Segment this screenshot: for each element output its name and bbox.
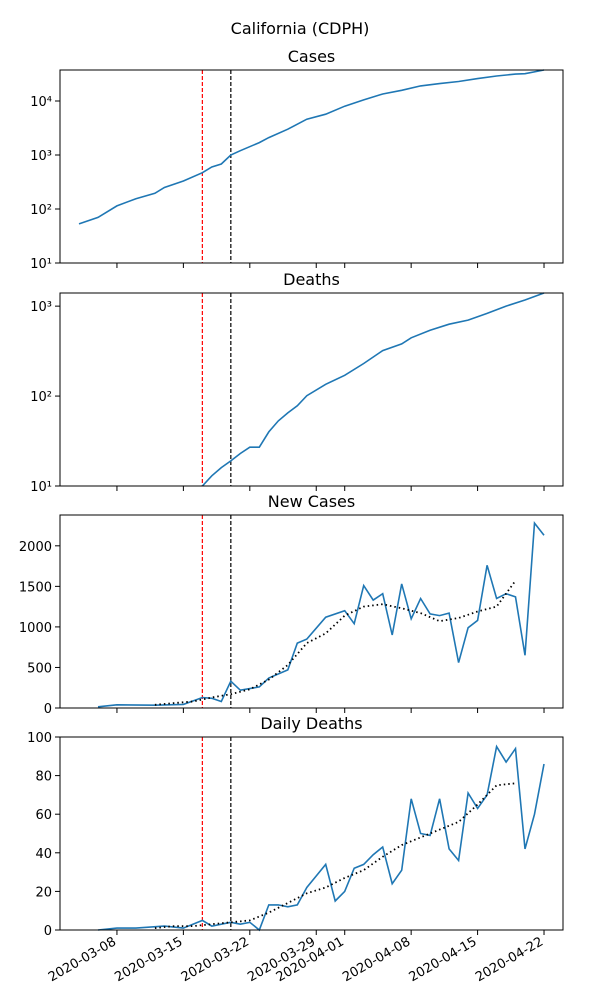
data-line bbox=[201, 292, 545, 487]
axes-frame bbox=[59, 736, 564, 931]
y-tick-label: 100 bbox=[27, 731, 52, 746]
y-tick-label: 0 bbox=[44, 702, 52, 717]
y-tick-label: 1000 bbox=[19, 621, 52, 636]
axes-frame bbox=[59, 292, 564, 487]
x-tick-label: 2020-04-15 bbox=[407, 934, 480, 985]
x-tick-label: 2020-04-08 bbox=[340, 934, 413, 985]
y-tick-label: 1500 bbox=[19, 580, 52, 595]
axes-frame bbox=[59, 514, 564, 709]
y-tick-label: 20 bbox=[35, 885, 52, 900]
y-tick-label: 10⁴ bbox=[30, 95, 52, 110]
axes-title: New Cases bbox=[268, 492, 355, 511]
data-line bbox=[97, 744, 545, 932]
y-tick-label: 500 bbox=[27, 661, 52, 676]
axes-title: Deaths bbox=[283, 270, 340, 289]
axes-frame bbox=[59, 69, 564, 264]
y-tick-label: 10¹ bbox=[30, 257, 52, 272]
y-tick-label: 80 bbox=[35, 770, 52, 785]
y-tick-label: 40 bbox=[35, 847, 52, 862]
y-tick-label: 10³ bbox=[30, 300, 52, 315]
data-line bbox=[154, 782, 516, 929]
figure-title: California (CDPH) bbox=[231, 19, 370, 38]
axes-title: Cases bbox=[288, 47, 336, 66]
x-tick-label: 2020-04-22 bbox=[473, 934, 546, 985]
y-tick-label: 10² bbox=[30, 203, 52, 218]
y-tick-label: 2000 bbox=[19, 540, 52, 555]
data-line bbox=[78, 69, 545, 225]
y-tick-label: 10³ bbox=[30, 149, 52, 164]
y-tick-label: 0 bbox=[44, 924, 52, 939]
data-line bbox=[154, 580, 517, 706]
y-tick-label: 10² bbox=[30, 390, 52, 405]
x-tick-label: 2020-03-15 bbox=[112, 934, 185, 985]
y-tick-label: 60 bbox=[35, 808, 52, 823]
y-tick-label: 10¹ bbox=[30, 480, 52, 495]
data-line bbox=[97, 520, 545, 708]
x-tick-label: 2020-03-08 bbox=[46, 934, 119, 985]
axes-title: Daily Deaths bbox=[260, 714, 362, 733]
x-tick-label: 2020-03-22 bbox=[179, 934, 252, 985]
